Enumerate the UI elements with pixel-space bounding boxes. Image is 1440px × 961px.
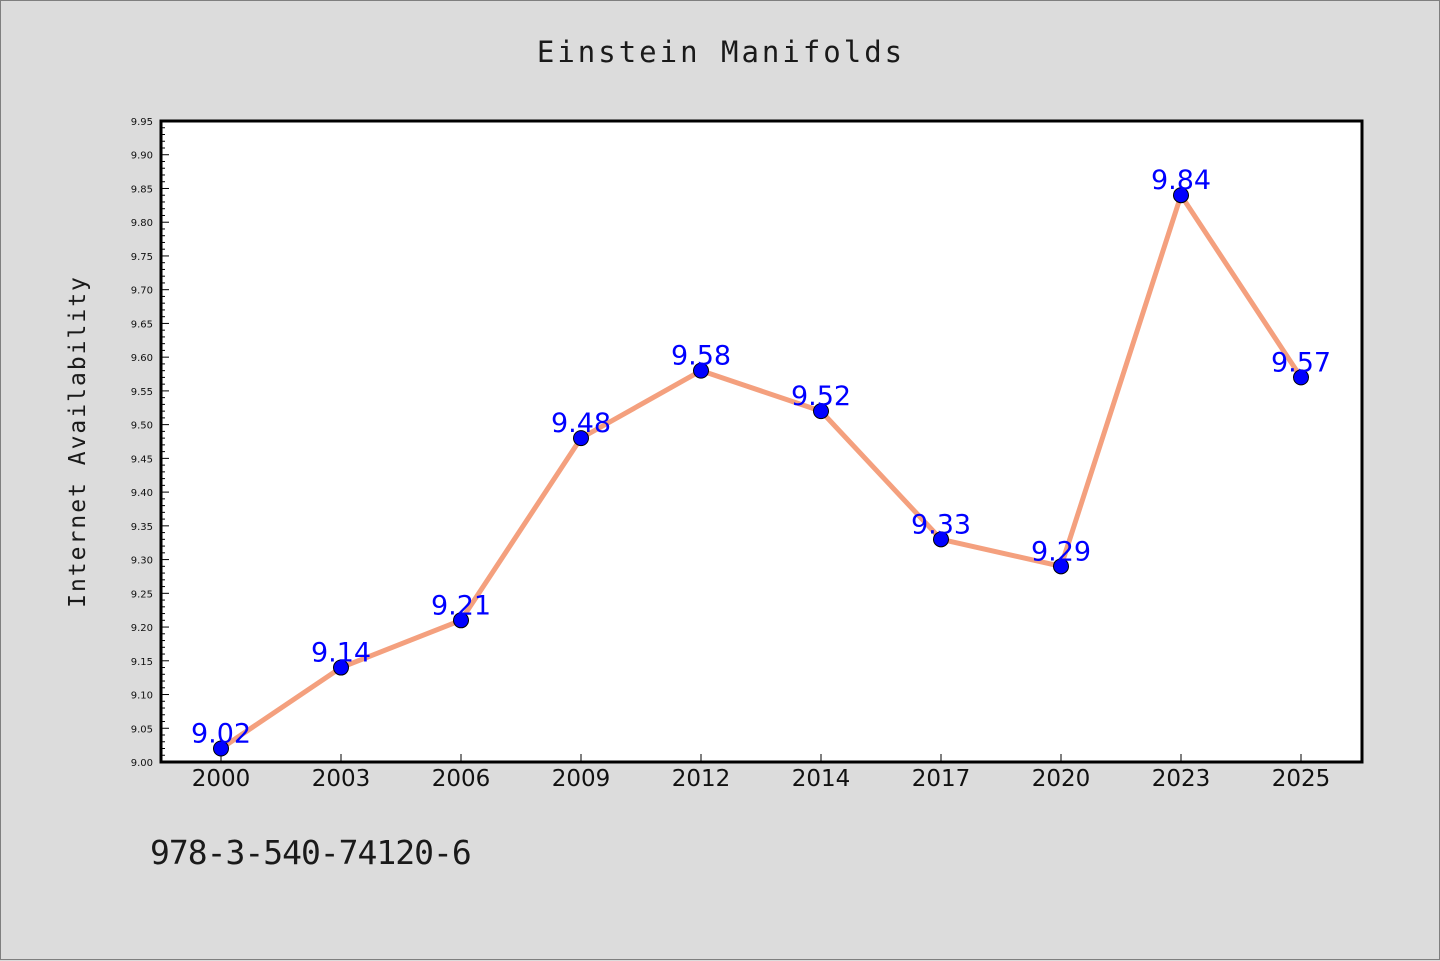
data-label: 9.58 [671, 341, 731, 372]
y-tick-label: 9.50 [131, 421, 153, 432]
y-axis-title: Internet Availability [65, 275, 91, 608]
y-tick-label: 9.35 [131, 522, 153, 533]
y-tick-label: 9.85 [131, 184, 153, 195]
data-point [933, 531, 949, 548]
y-tick-label: 9.30 [131, 556, 153, 567]
x-tick-label: 2014 [792, 766, 851, 792]
y-tick-label: 9.15 [131, 657, 153, 668]
series-line [218, 192, 1304, 752]
y-tick-label: 9.60 [131, 353, 153, 364]
data-label: 9.33 [911, 509, 971, 540]
y-tick-label: 9.80 [131, 218, 153, 229]
data-point [213, 740, 229, 757]
y-tick-label: 9.90 [131, 151, 153, 162]
y-tick-label: 9.65 [131, 319, 153, 330]
x-tick-label: 2017 [912, 766, 971, 792]
y-tick-label: 9.25 [131, 589, 153, 600]
x-tick-label: 2006 [432, 766, 491, 792]
y-tick-label: 9.45 [131, 454, 153, 465]
data-label: 9.29 [1031, 536, 1091, 567]
y-tick-label: 9.40 [131, 488, 153, 499]
y-tick-label: 9.55 [131, 387, 153, 398]
y-tick-label: 9.00 [131, 758, 153, 769]
data-point [453, 612, 469, 629]
x-tick-label: 2009 [552, 766, 611, 792]
data-point [573, 430, 589, 447]
data-point [813, 403, 829, 420]
plot-area [161, 121, 1362, 762]
x-tick-label: 2000 [192, 766, 251, 792]
y-tick-label: 9.70 [131, 286, 153, 297]
data-point [333, 659, 349, 676]
chart-title: Einstein Manifolds [536, 35, 906, 69]
y-tick-label: 9.20 [131, 623, 153, 634]
x-tick-label: 2025 [1272, 766, 1331, 792]
data-point [1173, 187, 1189, 204]
data-label: 9.14 [311, 638, 371, 669]
data-point [1293, 369, 1309, 386]
data-point [1053, 558, 1069, 575]
y-tick-label: 9.10 [131, 691, 153, 702]
data-label: 9.48 [551, 408, 611, 439]
footer-isbn-text: 978-3-540-74120-6 [150, 833, 472, 872]
data-point [693, 362, 709, 379]
y-tick-label: 9.05 [131, 724, 153, 735]
y-tick-label: 9.75 [131, 252, 153, 263]
data-label: 9.21 [431, 590, 491, 621]
x-tick-label: 2020 [1032, 766, 1091, 792]
y-tick-label: 9.95 [131, 117, 153, 128]
data-label: 9.57 [1271, 347, 1331, 378]
data-label: 9.02 [191, 719, 251, 750]
data-label: 9.52 [791, 381, 851, 412]
x-tick-label: 2003 [312, 766, 371, 792]
data-label: 9.84 [1151, 165, 1211, 196]
x-tick-label: 2023 [1152, 766, 1211, 792]
plot-frame [159, 119, 1364, 764]
x-tick-label: 2012 [672, 766, 731, 792]
